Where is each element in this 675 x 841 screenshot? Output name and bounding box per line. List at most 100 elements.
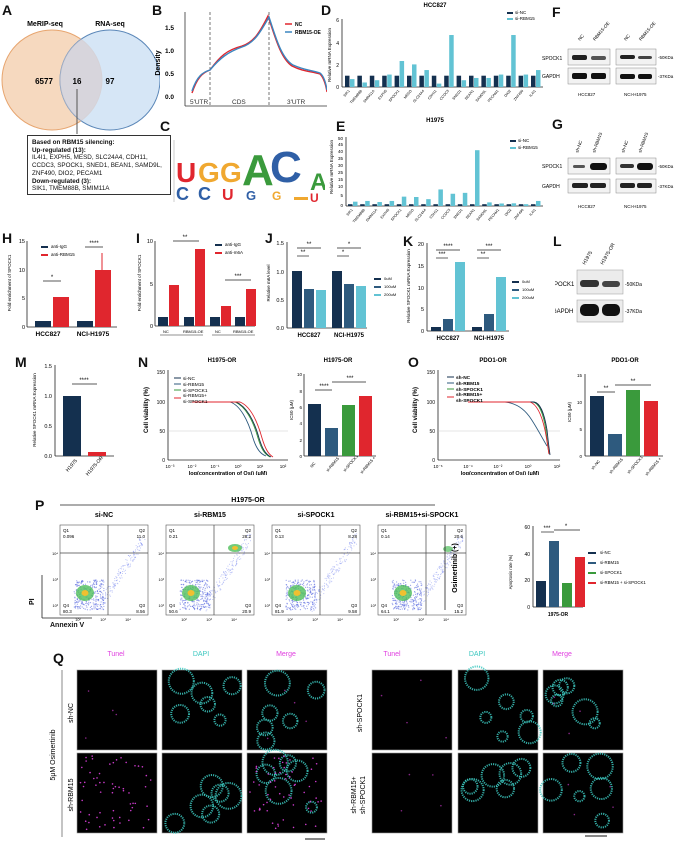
svg-text:10: 10 [147, 239, 153, 245]
svg-text:SPOCK1: SPOCK1 [555, 282, 575, 288]
svg-text:sh-NC: sh-NC [456, 375, 471, 381]
panel-label-e: E [336, 118, 346, 134]
svg-text:10⁻⁴: 10⁻⁴ [463, 464, 472, 469]
svg-text:RBM15-OE: RBM15-OE [233, 329, 254, 334]
if-column-headers-left: Tunel DAPI Merge [76, 651, 331, 663]
svg-text:IL4I1: IL4I1 [529, 89, 537, 98]
svg-text:-50KDa: -50KDa [658, 55, 674, 60]
svg-text:SMIM11A: SMIM11A [365, 208, 378, 223]
panel-label-b: B [152, 2, 163, 18]
svg-text:10²: 10² [393, 618, 399, 622]
svg-text:10⁴: 10⁴ [52, 552, 58, 556]
motif-sequence-logo: U C G C G U A G C G A U [173, 140, 325, 205]
svg-text:Relative SPOCK1 mRNA Expressio: Relative SPOCK1 mRNA Expression [32, 373, 37, 447]
svg-text:PDO1-OR: PDO1-OR [479, 358, 507, 364]
svg-text:SPOCK1: SPOCK1 [542, 56, 563, 62]
svg-text:5: 5 [22, 296, 25, 302]
svg-text:Q4: Q4 [169, 603, 176, 608]
svg-text:5: 5 [579, 427, 582, 432]
svg-text:ZNF490: ZNF490 [513, 89, 524, 102]
svg-text:sh-RBM15 +: sh-RBM15 + [644, 456, 663, 477]
svg-text:***: *** [485, 244, 493, 250]
svg-text:150: 150 [427, 370, 436, 376]
svg-text:10⁴: 10⁴ [125, 618, 131, 622]
svg-text:DIO2: DIO2 [504, 89, 512, 98]
svg-text:si-SPOCK1: si-SPOCK1 [183, 399, 208, 405]
if-column-tunel: Tunel [107, 651, 125, 658]
svg-text:HCC827: HCC827 [225, 337, 243, 338]
immunofluorescence-grid: 5μM Osimertinib sh-NC sh-RBM15 sh-SPOCK1… [50, 665, 624, 840]
svg-text:10⁰: 10⁰ [235, 464, 242, 469]
svg-text:H1975: H1975 [65, 458, 79, 473]
svg-text:100: 100 [427, 400, 436, 406]
svg-text:CDH11: CDH11 [427, 89, 437, 100]
svg-text:Fold enrichment of SPOCK1: Fold enrichment of SPOCK1 [7, 254, 12, 311]
svg-text:sh-RBM15+: sh-RBM15+ [351, 776, 358, 813]
venn-set2-label: RNA-seq [95, 21, 125, 28]
svg-text:10⁰: 10⁰ [525, 464, 532, 469]
svg-text:0.21: 0.21 [169, 534, 178, 539]
svg-text:PECAM1: PECAM1 [487, 89, 500, 103]
svg-text:28.2: 28.2 [242, 534, 251, 539]
svg-text:HCC827: HCC827 [423, 3, 447, 9]
svg-text:RBM15-OE: RBM15-OE [295, 30, 322, 36]
svg-text:anti-RBM15: anti-RBM15 [51, 252, 75, 257]
svg-text:si-NC: si-NC [600, 550, 611, 555]
svg-text:4: 4 [336, 41, 339, 47]
svg-text:0: 0 [421, 329, 424, 335]
svg-text:SNED1: SNED1 [452, 89, 463, 101]
svg-text:0.5: 0.5 [44, 424, 52, 430]
if-column-merge: Merge [552, 651, 572, 658]
venn-only2-count: 97 [106, 77, 115, 86]
svg-text:Cell viability (%): Cell viability (%) [144, 387, 150, 433]
svg-text:Q3: Q3 [351, 603, 358, 608]
svg-text:SPOCK1: SPOCK1 [542, 164, 563, 170]
svg-text:NCI-H1975: NCI-H1975 [334, 333, 365, 338]
svg-text:U: U [176, 157, 196, 188]
svg-text:100uM: 100uM [384, 284, 396, 289]
flow-group-title: H1975-OR [231, 497, 264, 504]
h1975-or-viability-curve: H1975-OR Cell viability (%) 150 100 50 0 10… [144, 358, 288, 475]
svg-text:40: 40 [524, 552, 530, 558]
svg-text:CDH11: CDH11 [429, 208, 439, 219]
svg-text:**: ** [183, 235, 188, 241]
svg-text:60: 60 [524, 525, 530, 531]
svg-text:SLC24A4: SLC24A4 [412, 89, 425, 103]
svg-text:NCI-H1975: NCI-H1975 [624, 92, 647, 97]
svg-text:MESD: MESD [405, 208, 415, 219]
svg-text:0.14: 0.14 [381, 534, 390, 539]
svg-text:Q3: Q3 [139, 603, 146, 608]
svg-text:ZNF490: ZNF490 [513, 208, 524, 221]
treatment-label: 5μM Osimertinib [50, 729, 57, 780]
svg-text:Cell viability (%): Cell viability (%) [413, 387, 419, 433]
svg-text:EXPH5: EXPH5 [380, 208, 391, 220]
svg-text:sh-RBM15: sh-RBM15 [637, 131, 649, 153]
svg-text:C: C [176, 184, 189, 204]
svg-text:SMIM11A: SMIM11A [363, 89, 376, 104]
svg-text:si-RBM15: si-RBM15 [194, 512, 226, 519]
svg-text:10⁻²: 10⁻² [188, 464, 197, 469]
svg-text:10³: 10³ [371, 578, 377, 582]
svg-text:-37KDa: -37KDa [658, 184, 674, 189]
svg-text:Q1: Q1 [275, 528, 282, 533]
svg-text:1.5: 1.5 [276, 241, 284, 247]
svg-text:**: ** [604, 386, 609, 392]
svg-text:50: 50 [338, 136, 344, 141]
svg-text:10²: 10² [159, 604, 165, 608]
pdo1-or-viability-curve: PDO1-OR Cell viability (%) 150 100 50 0 10⁻… [413, 358, 561, 475]
spock1-mrna-osi-resistance-chart: Relative SPOCK1 mRNA Expression 1.5 1.0 0.… [32, 364, 114, 477]
down-regulated-genes: SIK1, TMEM88B, SMIM11A [32, 185, 110, 193]
svg-text:C: C [270, 143, 302, 192]
flow-cytometry-panel: H1975-OR si-NCQ10.096Q211.0Q480.3Q38.561… [29, 497, 467, 622]
svg-text:9.58: 9.58 [348, 609, 357, 614]
svg-text:G: G [272, 189, 281, 203]
svg-text:si-NC: si-NC [183, 376, 196, 382]
svg-text:***: *** [234, 274, 242, 280]
venn-overlap-count: 16 [73, 77, 82, 86]
svg-text:*: * [348, 242, 351, 248]
svg-text:SNED1: SNED1 [453, 208, 464, 220]
metagene-density-chart: Density 1.5 1.0 0.5 0.0 5'UTR CDS 3'UTR NC RB… [155, 12, 327, 107]
panel-label-d: D [321, 2, 332, 18]
svg-text:si-RBM15: si-RBM15 [518, 145, 538, 150]
svg-text:NCI-H1975: NCI-H1975 [474, 336, 505, 341]
